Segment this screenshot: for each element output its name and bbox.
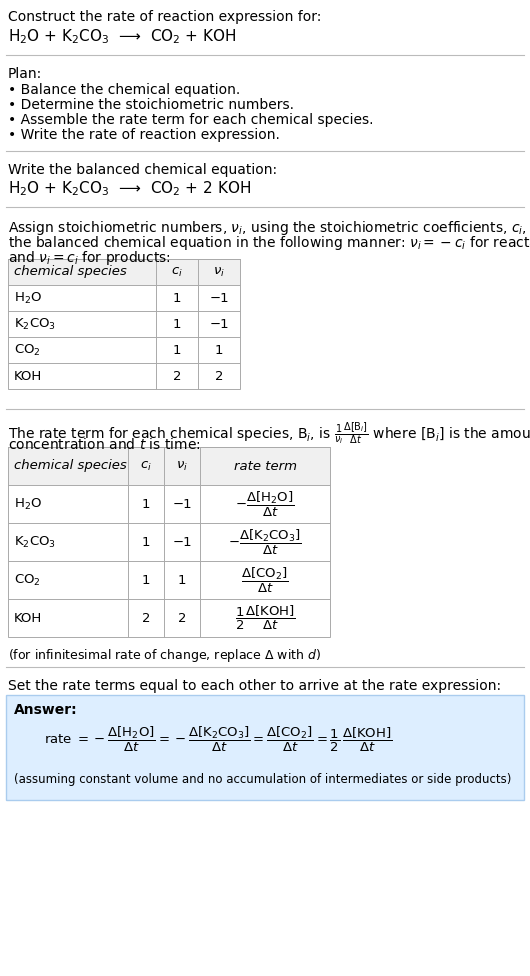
Text: H$_2$O + K$_2$CO$_3$  ⟶  CO$_2$ + KOH: H$_2$O + K$_2$CO$_3$ ⟶ CO$_2$ + KOH: [8, 27, 236, 46]
Bar: [8, 447, 330, 637]
Text: The rate term for each chemical species, B$_i$, is $\frac{1}{\nu_i}\frac{\Delta[: The rate term for each chemical species,…: [8, 421, 530, 447]
Text: $-\dfrac{\Delta[\mathrm{K_2CO_3}]}{\Delta t}$: $-\dfrac{\Delta[\mathrm{K_2CO_3}]}{\Delt…: [228, 527, 302, 556]
Bar: [8, 447, 330, 637]
Text: 1: 1: [178, 574, 186, 587]
Text: • Balance the chemical equation.: • Balance the chemical equation.: [8, 83, 240, 97]
Text: • Assemble the rate term for each chemical species.: • Assemble the rate term for each chemic…: [8, 113, 374, 127]
Text: 2: 2: [173, 370, 181, 383]
Text: and $\nu_i = c_i$ for products:: and $\nu_i = c_i$ for products:: [8, 249, 171, 267]
Text: −1: −1: [172, 536, 192, 549]
Text: concentration and $t$ is time:: concentration and $t$ is time:: [8, 437, 201, 452]
Text: the balanced chemical equation in the following manner: $\nu_i = -c_i$ for react: the balanced chemical equation in the fo…: [8, 234, 530, 252]
FancyBboxPatch shape: [6, 695, 524, 800]
Bar: [8, 259, 240, 389]
Text: H$_2$O: H$_2$O: [14, 291, 42, 305]
Text: Plan:: Plan:: [8, 67, 42, 81]
Text: Construct the rate of reaction expression for:: Construct the rate of reaction expressio…: [8, 10, 321, 24]
Text: 1: 1: [173, 292, 181, 305]
Text: K$_2$CO$_3$: K$_2$CO$_3$: [14, 316, 56, 332]
Text: Write the balanced chemical equation:: Write the balanced chemical equation:: [8, 163, 277, 177]
Text: • Determine the stoichiometric numbers.: • Determine the stoichiometric numbers.: [8, 98, 294, 112]
Bar: [8, 259, 240, 389]
Text: $\dfrac{1}{2}\dfrac{\Delta[\mathrm{KOH}]}{\Delta t}$: $\dfrac{1}{2}\dfrac{\Delta[\mathrm{KOH}]…: [235, 604, 295, 632]
Text: 1: 1: [142, 536, 150, 549]
Bar: [8, 259, 240, 285]
Text: 2: 2: [178, 612, 186, 625]
Text: KOH: KOH: [14, 370, 42, 383]
Text: chemical species: chemical species: [14, 265, 127, 278]
Text: −1: −1: [209, 317, 229, 331]
Text: chemical species: chemical species: [14, 460, 127, 472]
Text: $c_i$: $c_i$: [140, 460, 152, 472]
Bar: [8, 447, 330, 485]
Text: rate $= -\dfrac{\Delta[\mathrm{H_2O}]}{\Delta t} = -\dfrac{\Delta[\mathrm{K_2CO_: rate $= -\dfrac{\Delta[\mathrm{H_2O}]}{\…: [44, 725, 393, 754]
Text: 2: 2: [215, 370, 223, 383]
Text: H$_2$O + K$_2$CO$_3$  ⟶  CO$_2$ + 2 KOH: H$_2$O + K$_2$CO$_3$ ⟶ CO$_2$ + 2 KOH: [8, 179, 251, 198]
Text: 2: 2: [142, 612, 150, 625]
Text: CO$_2$: CO$_2$: [14, 573, 41, 588]
Text: $\nu_i$: $\nu_i$: [176, 460, 188, 472]
Text: CO$_2$: CO$_2$: [14, 343, 41, 357]
Text: H$_2$O: H$_2$O: [14, 497, 42, 511]
Text: $-\dfrac{\Delta[\mathrm{H_2O}]}{\Delta t}$: $-\dfrac{\Delta[\mathrm{H_2O}]}{\Delta t…: [235, 489, 295, 518]
Text: 1: 1: [173, 344, 181, 356]
Text: • Write the rate of reaction expression.: • Write the rate of reaction expression.: [8, 128, 280, 142]
Text: 1: 1: [142, 574, 150, 587]
Text: Assign stoichiometric numbers, $\nu_i$, using the stoichiometric coefficients, $: Assign stoichiometric numbers, $\nu_i$, …: [8, 219, 530, 237]
Text: (assuming constant volume and no accumulation of intermediates or side products): (assuming constant volume and no accumul…: [14, 773, 511, 786]
Text: (for infinitesimal rate of change, replace Δ with $d$): (for infinitesimal rate of change, repla…: [8, 647, 321, 664]
Text: rate term: rate term: [234, 460, 296, 472]
Text: K$_2$CO$_3$: K$_2$CO$_3$: [14, 535, 56, 549]
Text: Set the rate terms equal to each other to arrive at the rate expression:: Set the rate terms equal to each other t…: [8, 679, 501, 693]
Text: 1: 1: [173, 317, 181, 331]
Text: Answer:: Answer:: [14, 703, 77, 717]
Text: $\dfrac{\Delta[\mathrm{CO_2}]}{\Delta t}$: $\dfrac{\Delta[\mathrm{CO_2}]}{\Delta t}…: [241, 565, 289, 594]
Text: KOH: KOH: [14, 612, 42, 625]
Text: 1: 1: [142, 498, 150, 510]
Text: −1: −1: [172, 498, 192, 510]
Text: $\nu_i$: $\nu_i$: [213, 265, 225, 278]
Text: $c_i$: $c_i$: [171, 265, 183, 278]
Text: 1: 1: [215, 344, 223, 356]
Text: −1: −1: [209, 292, 229, 305]
